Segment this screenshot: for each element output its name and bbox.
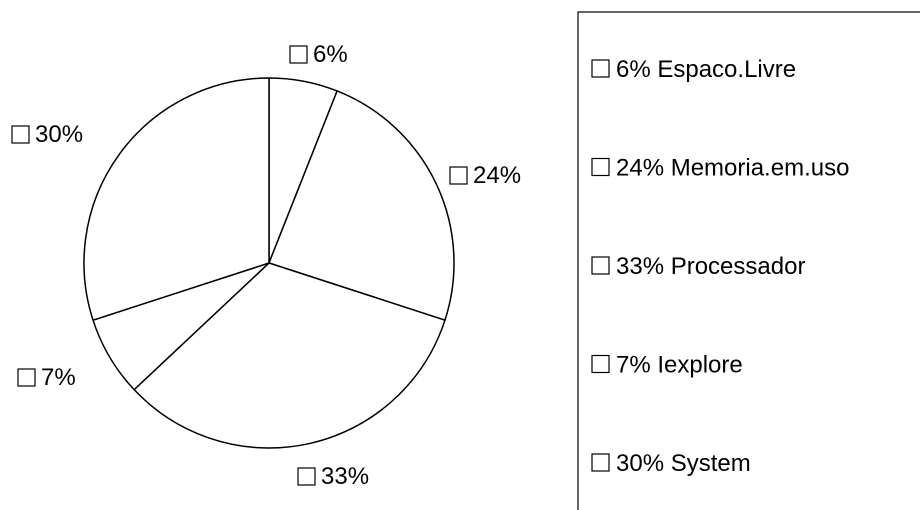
pie-slice-memoria-em-uso <box>268 90 455 321</box>
pie-label-memoria-em-uso: 24% <box>473 162 521 189</box>
pie-slices <box>83 77 455 449</box>
legend-marker-icon <box>591 354 610 374</box>
pie-slice-labels: 6% 24% 33% 7% 30% <box>11 41 521 490</box>
pie-label-marker-icon <box>11 125 30 144</box>
legend-item-system: 30% System <box>616 450 751 477</box>
pie-slice-system <box>83 77 270 321</box>
legend-marker-icon <box>591 256 610 275</box>
legend-item-processador: 33% Processador <box>616 253 805 280</box>
pie-label-system: 30% <box>35 121 83 148</box>
legend-item-iexplore: 7% Iexplore <box>616 352 743 379</box>
pie-label-processador: 33% <box>321 463 369 490</box>
legend-marker-icon <box>591 453 610 472</box>
legend-item-espaco-livre: 6% Espaco.Livre <box>616 56 796 83</box>
pie-label-iexplore: 7% <box>41 364 76 391</box>
legend-marker-icon <box>591 59 610 78</box>
legend: 6% Espaco.Livre 24% Memoria.em.uso 33% Pro… <box>577 11 920 510</box>
pie-label-marker-icon <box>297 467 316 486</box>
pie-slice-processador <box>133 262 446 449</box>
pie-label-espaco-livre: 6% <box>313 41 348 68</box>
pie-label-marker-icon <box>289 45 308 64</box>
pie-label-marker-icon <box>17 368 36 387</box>
legend-item-memoria-em-uso: 24% Memoria.em.uso <box>616 155 849 182</box>
legend-box <box>577 11 920 510</box>
legend-marker-icon <box>591 157 610 177</box>
pie-label-marker-icon <box>449 166 468 185</box>
